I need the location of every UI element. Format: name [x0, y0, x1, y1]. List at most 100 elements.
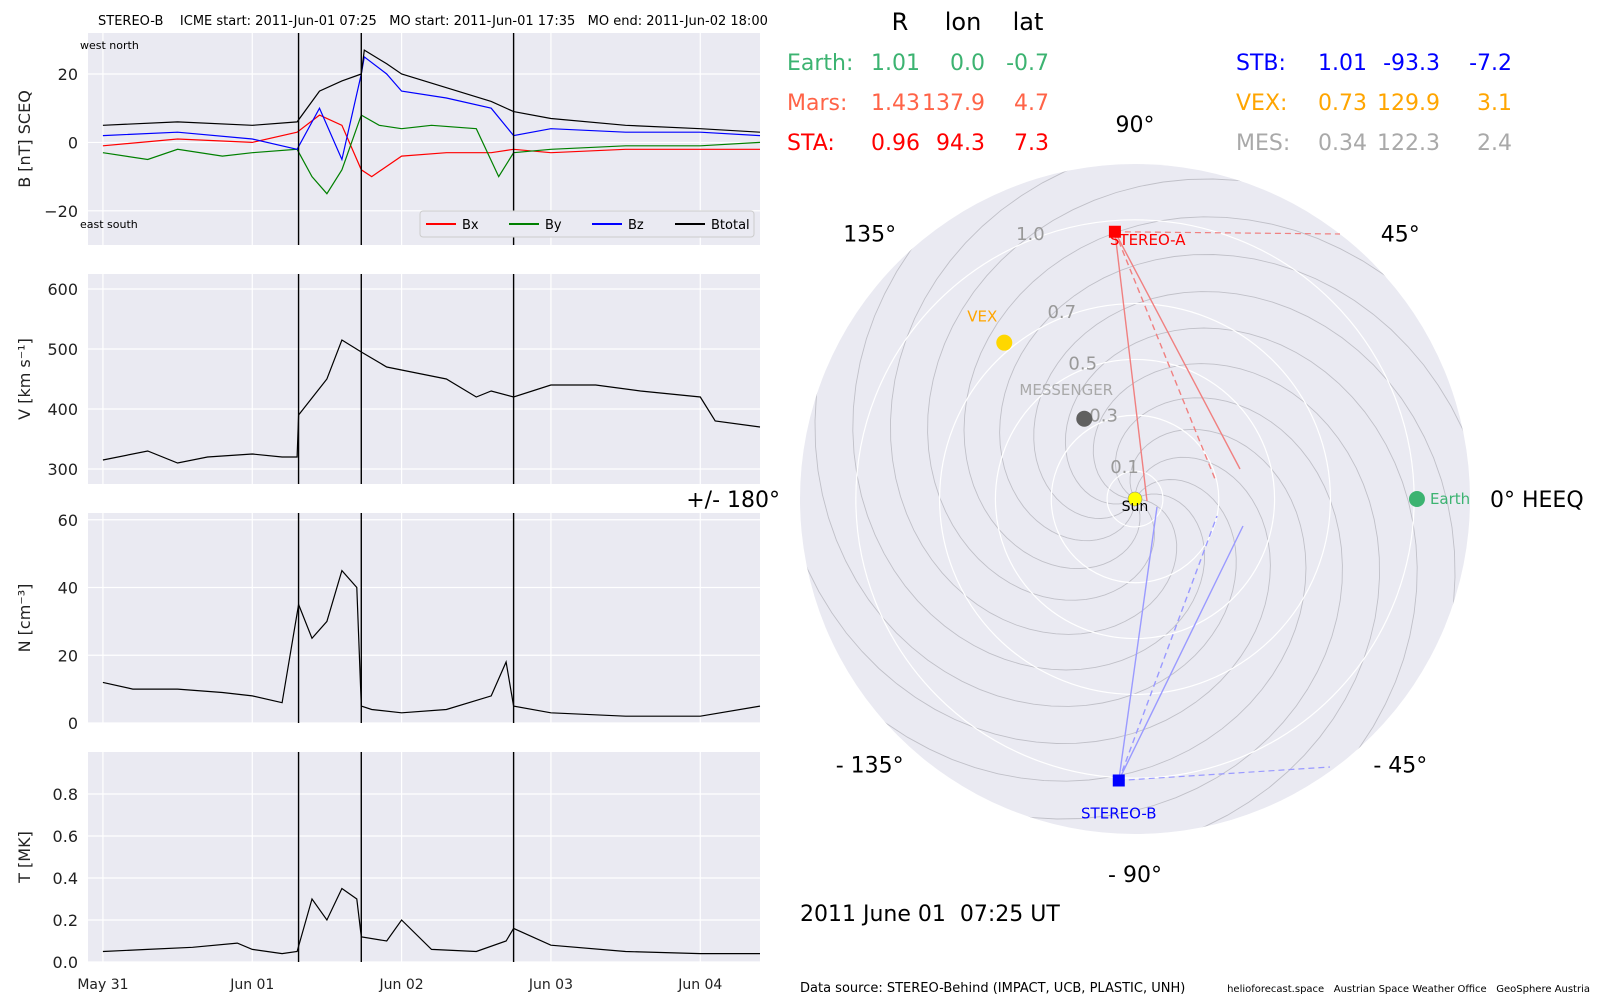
credits: helioforecast.space Austrian Space Weath…: [1227, 984, 1590, 995]
marker-messenger: [1076, 410, 1093, 427]
body-label-stereo-b: STEREO-B: [1081, 804, 1156, 822]
radial-gridline: [938, 302, 1332, 696]
angle-label: 135°: [843, 223, 896, 248]
y-tick-label: −20: [44, 202, 78, 221]
stb-dash-line: [1118, 766, 1331, 782]
body-label-sun: Sun: [1122, 499, 1149, 515]
panel-background: [88, 33, 760, 245]
panel-4: 0.8 0.6 0.4 0.2 0.0 T [MK] May 31 Jun 01 Jun 02 J…: [15, 752, 760, 993]
sta-dash-line: [1114, 231, 1216, 480]
y-axis-label: B [nT] SCEQ: [15, 90, 34, 188]
angle-label: - 90°: [1108, 863, 1162, 888]
y-tick-label: 300: [47, 460, 78, 479]
stb-dash-line: [1118, 515, 1218, 781]
y-tick-label: 0.8: [53, 785, 78, 804]
polar-plot: 0.1 0.3 0.5 0.7 1.0 90° 45° 0° HEEQ - 45° - 90° - …: [686, 113, 1583, 888]
marker-stereo-b: [1112, 774, 1125, 787]
series-line: [102, 339, 761, 464]
legend-label-btotal: Btotal: [711, 218, 750, 233]
spiral-line: [1092, 363, 1380, 834]
series-line-bz: [102, 55, 761, 162]
y-tick-label: 60: [58, 511, 78, 530]
table-r-sta: 0.96: [871, 131, 920, 156]
series-line-btotal: [102, 49, 761, 133]
table-lat-mes: 2.4: [1477, 131, 1512, 156]
x-tick-label: Jun 03: [528, 977, 573, 993]
y-axis-label: N [cm⁻³]: [15, 584, 34, 653]
y-tick-label: 400: [47, 400, 78, 419]
y-tick-label: 20: [58, 646, 78, 665]
table-header: R: [892, 8, 909, 36]
data-source: Data source: STEREO-Behind (IMPACT, UCB,…: [800, 981, 1185, 996]
table-r-mars: 1.43: [871, 91, 920, 116]
x-tick-label: Jun 02: [379, 977, 424, 993]
timestamp: 2011 June 01 07:25 UT: [800, 902, 1060, 927]
sta-line: [1114, 231, 1148, 502]
table-header: lat: [1013, 8, 1044, 36]
table-r-stb: 1.01: [1318, 51, 1367, 76]
legend-box: [419, 210, 755, 238]
y-axis-label: V [km s⁻¹]: [15, 338, 34, 420]
table-r-mes: 0.34: [1318, 131, 1367, 156]
table-lat-sta: 7.3: [1014, 131, 1049, 156]
table-r-earth: 1.01: [871, 51, 920, 76]
legend-label-bx: Bx: [462, 218, 479, 233]
body-label-messenger: MESSENGER: [1019, 381, 1113, 399]
spiral-line: [814, 292, 1237, 707]
timeseries-panels: 20 0 −20 B [nT] SCEQ west north east south Bx B…: [15, 33, 761, 993]
table-lon-mes: 122.3: [1377, 131, 1440, 156]
spiral-line: [1064, 327, 1418, 824]
marker-stereo-a: [1108, 225, 1121, 238]
spiral-line: [928, 397, 1343, 820]
radial-label: 0.5: [1068, 354, 1097, 375]
table-header: lon: [945, 8, 982, 36]
y-tick-label: 500: [47, 340, 78, 359]
table-name-mars: Mars:: [787, 91, 847, 116]
marker-earth: [1408, 491, 1425, 507]
angle-label: +/- 180°: [686, 488, 780, 513]
y-tick-label: 0.4: [53, 869, 78, 888]
table-name-earth: Earth:: [787, 51, 853, 76]
x-tick-label: May 31: [77, 977, 128, 993]
legend-label-by: By: [545, 218, 562, 233]
radial-label: 0.3: [1089, 405, 1118, 426]
marker-vex: [996, 334, 1013, 351]
panel-background: [88, 513, 760, 723]
table-lat-earth: -0.7: [1006, 51, 1049, 76]
spiral-line: [890, 164, 1178, 635]
header-text: STEREO-B ICME start: 2011-Jun-01 07:25 M…: [98, 14, 768, 29]
table-name-stb: STB:: [1236, 51, 1286, 76]
corner-label-top: west north: [80, 39, 139, 52]
table-lon-earth: 0.0: [950, 51, 985, 76]
table-lon-stb: -93.3: [1383, 51, 1440, 76]
angle-label: - 45°: [1373, 753, 1427, 778]
angle-label: 45°: [1381, 223, 1420, 248]
sta-line: [1114, 231, 1241, 470]
series-line-by: [102, 114, 761, 195]
radial-label: 0.7: [1047, 302, 1076, 323]
stb-line: [1118, 506, 1158, 781]
table-name-sta: STA:: [787, 131, 835, 156]
y-tick-label: 20: [58, 65, 78, 84]
table-lon-sta: 94.3: [936, 131, 985, 156]
y-tick-label: 0: [68, 714, 78, 733]
table-lat-mars: 4.7: [1014, 91, 1049, 116]
y-axis-label: T [MK]: [15, 831, 34, 884]
spiral-line: [852, 174, 1206, 671]
table-lat-vex: 3.1: [1477, 91, 1512, 116]
radial-label: 0.1: [1110, 457, 1139, 478]
table-r-vex: 0.73: [1318, 91, 1367, 116]
y-tick-label: 0.0: [53, 953, 78, 972]
radial-gridline: [1050, 414, 1220, 584]
radial-gridline: [1106, 470, 1164, 528]
angle-label: - 135°: [836, 753, 904, 778]
corner-label-bottom: east south: [80, 218, 138, 231]
series-line-bx: [102, 114, 760, 178]
body-label-earth: Earth: [1430, 490, 1470, 508]
spacecraft-lines: [1114, 231, 1341, 782]
spiral-line: [1033, 291, 1456, 706]
x-tick-label: Jun 01: [229, 977, 274, 993]
